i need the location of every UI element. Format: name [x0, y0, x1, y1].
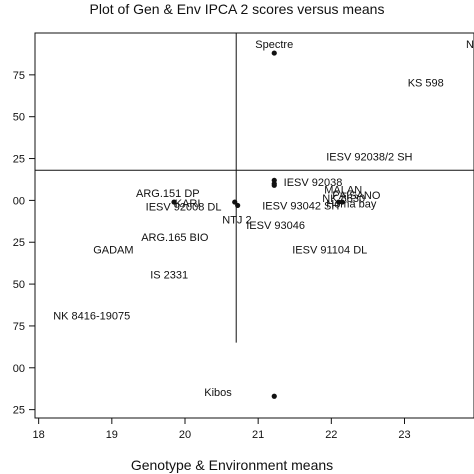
point-label: Kibos — [204, 387, 232, 399]
data-point — [336, 199, 342, 205]
point-label: ARG.151 DP — [136, 188, 200, 200]
y-tick-label: 00 — [13, 195, 25, 207]
point-label: IESV 92038/2 SH — [326, 151, 412, 163]
point-label: IESV 93042 SH — [262, 200, 339, 212]
point-label: NK 8830 — [322, 193, 365, 205]
data-point — [271, 50, 277, 56]
chart-title: Plot of Gen & Env IPCA 2 scores versus m… — [90, 1, 385, 17]
point-label: IESV 93046 — [246, 220, 305, 232]
x-tick-label: 22 — [325, 429, 337, 441]
data-point — [339, 199, 345, 205]
point-label: IS 2331 — [150, 269, 188, 281]
point-label: N — [466, 39, 474, 51]
y-tick-label: 75 — [13, 70, 25, 82]
y-tick-label: 50 — [13, 112, 25, 124]
x-axis-title: Genotype & Environment means — [131, 457, 333, 473]
point-label: Spectre — [255, 39, 293, 51]
y-tick-label: 00 — [13, 363, 25, 375]
x-tick-label: 21 — [252, 429, 264, 441]
reference-lines — [35, 33, 474, 343]
y-tick-label: 50 — [13, 279, 25, 291]
data-point — [271, 182, 277, 188]
point-label: GADAM — [93, 245, 133, 257]
data-point — [171, 199, 177, 205]
y-tick-label: 25 — [13, 154, 25, 166]
x-tick-label: 23 — [398, 429, 410, 441]
data-point — [232, 199, 238, 205]
point-label: IESV 92038 — [284, 177, 343, 189]
plot-frame — [34, 32, 474, 419]
y-tick-label: 75 — [13, 321, 25, 333]
point-label: KARI — [175, 198, 201, 210]
y-tick-label: 25 — [13, 237, 25, 249]
point-label: IESV 91104 DL — [292, 245, 367, 257]
x-tick-label: 19 — [106, 429, 118, 441]
x-tick-label: 20 — [179, 429, 191, 441]
point-label: NTJ 2 — [222, 214, 251, 226]
x-tick-label: 18 — [33, 429, 45, 441]
point-label: NK 8416-19075 — [53, 310, 130, 322]
axis-ticks: 18 19 20 21 22 23 75 50 25 00 25 50 75 00 25 — [13, 70, 411, 441]
data-point — [271, 393, 277, 399]
point-label: KS 598 — [408, 78, 444, 90]
data-point — [235, 202, 241, 209]
point-label: PAISANO — [332, 190, 381, 202]
point-label: ARG.165 BIO — [141, 232, 209, 244]
y-tick-label: 25 — [13, 405, 25, 417]
point-label: IESV 92008 DL — [146, 201, 222, 213]
point-label: MALAN — [324, 185, 362, 197]
